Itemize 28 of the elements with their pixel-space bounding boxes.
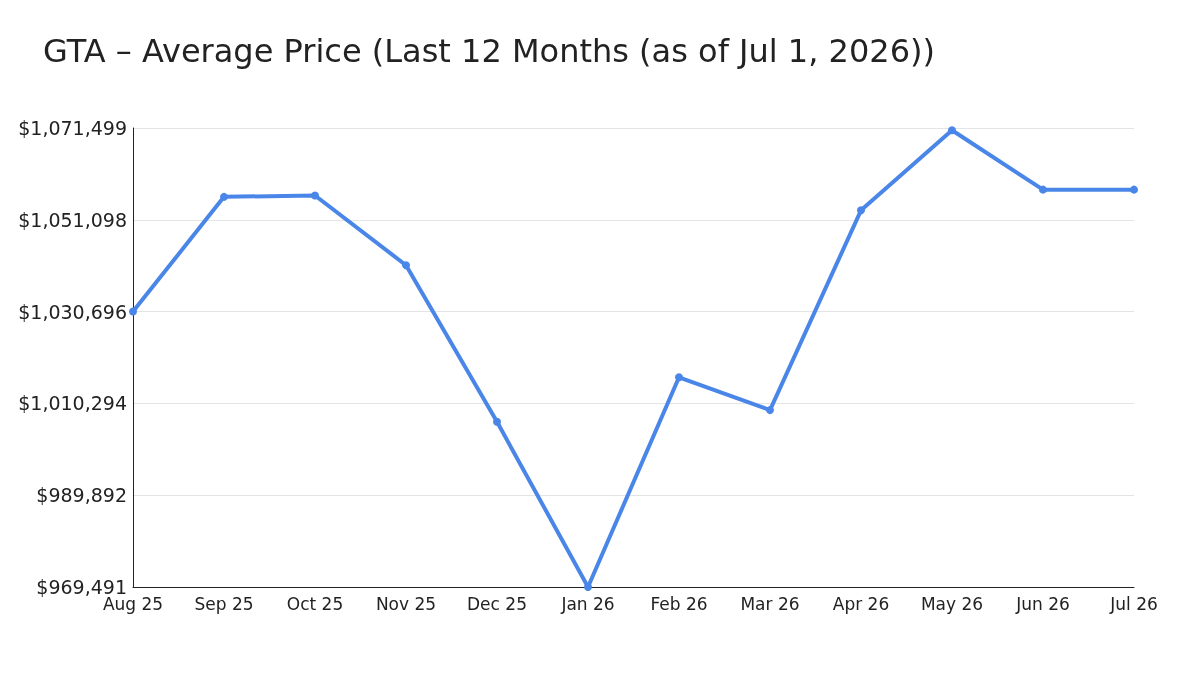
chart-title: GTA – Average Price (Last 12 Months (as of Jul 1, 2026))	[43, 32, 935, 70]
x-tick-label: Jan 26	[560, 593, 615, 614]
point	[1130, 185, 1138, 194]
point	[857, 206, 865, 215]
point	[493, 417, 501, 426]
y-tick-label: $1,030,696	[18, 300, 127, 323]
point	[766, 406, 774, 415]
point	[675, 373, 683, 382]
y-tick-label: $989,892	[36, 484, 127, 507]
point	[948, 126, 956, 135]
x-tick-label: Dec 25	[467, 593, 527, 614]
point	[402, 261, 410, 270]
x-tick-label: Mar 26	[740, 593, 800, 614]
x-tick-label: Jun 26	[1015, 593, 1070, 614]
point	[311, 191, 319, 200]
x-tick-label: Feb 26	[650, 593, 708, 614]
x-tick-label: May 26	[920, 593, 984, 614]
x-tick-label: Nov 25	[375, 593, 437, 614]
x-tick-label: Sep 25	[194, 593, 254, 614]
x-tick-label: Oct 25	[286, 593, 344, 614]
y-tick-label: $1,071,499	[18, 117, 127, 139]
point	[1039, 185, 1047, 194]
x-tick-label: Jul 26	[1109, 593, 1158, 614]
x-tick-label: Apr 26	[832, 593, 890, 614]
point	[220, 192, 228, 201]
y-tick-label: $1,010,294	[18, 392, 127, 415]
y-tick-label: $1,051,098	[18, 208, 127, 231]
point	[129, 307, 137, 316]
